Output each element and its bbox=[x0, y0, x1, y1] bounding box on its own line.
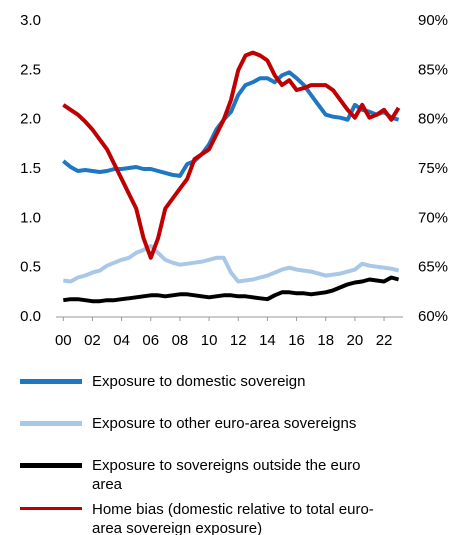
y2-tick-label: 85% bbox=[418, 61, 448, 78]
y2-tick-label: 60% bbox=[418, 308, 448, 325]
x-tick-label: 02 bbox=[84, 332, 101, 349]
legend-label: Exposure to other euro-area sovereigns bbox=[92, 415, 357, 432]
legend-swatch bbox=[20, 463, 82, 468]
x-tick-label: 20 bbox=[347, 332, 364, 349]
y-tick-label: 2.0 bbox=[20, 111, 41, 128]
x-tick-label: 04 bbox=[113, 332, 130, 349]
x-tick-label: 06 bbox=[142, 332, 159, 349]
y-tick-label: 2.5 bbox=[20, 61, 41, 78]
series-line bbox=[63, 244, 400, 284]
y2-tick-label: 75% bbox=[418, 160, 448, 177]
y-tick-label: 1.0 bbox=[20, 209, 41, 226]
legend-swatch bbox=[20, 379, 82, 384]
y2-tick-label: 65% bbox=[418, 259, 448, 276]
x-tick-label: 14 bbox=[259, 332, 276, 349]
y-tick-label: 1.5 bbox=[20, 160, 41, 177]
legend-label: Exposure to domestic sovereign bbox=[92, 373, 306, 390]
series-line bbox=[62, 50, 401, 260]
series-line bbox=[63, 275, 400, 304]
y2-tick-label: 80% bbox=[418, 111, 448, 128]
x-tick-label: 00 bbox=[55, 332, 72, 349]
legend-swatch bbox=[20, 507, 82, 510]
series-line bbox=[62, 70, 400, 178]
y-tick-label: 3.0 bbox=[20, 12, 41, 29]
legend-swatch bbox=[20, 421, 82, 426]
x-tick-label: 18 bbox=[317, 332, 334, 349]
x-tick-label: 12 bbox=[230, 332, 247, 349]
legend-label: Exposure to sovereigns outside the euro … bbox=[92, 457, 361, 493]
y2-tick-label: 90% bbox=[418, 12, 448, 29]
y-tick-label: 0.5 bbox=[20, 259, 41, 276]
x-tick-label: 22 bbox=[376, 332, 393, 349]
x-tick-label: 10 bbox=[201, 332, 218, 349]
chart: 0.0 0.5 1.0 1.5 2.0 2.5 3.0 60% 65% 70% 75% 80% 85% 9… bbox=[20, 12, 448, 349]
y-tick-label: 0.0 bbox=[20, 308, 41, 325]
legend-label: Home bias (domestic relative to total eu… bbox=[92, 501, 374, 535]
x-tick-label: 16 bbox=[288, 332, 305, 349]
y2-tick-label: 70% bbox=[418, 209, 448, 226]
x-tick-label: 08 bbox=[172, 332, 189, 349]
